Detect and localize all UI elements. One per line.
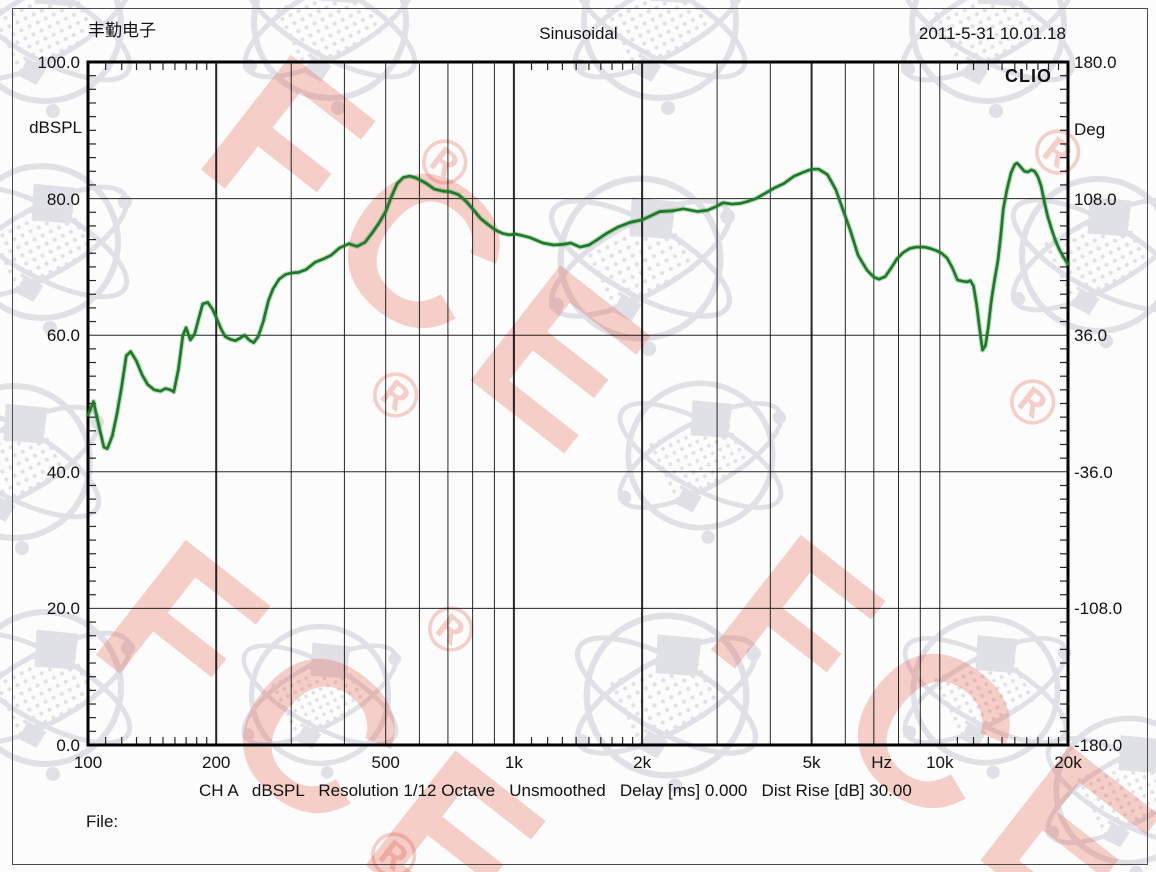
x-tick-label-20k: 20k <box>1054 753 1082 772</box>
x-tick-label-2k: 2k <box>633 753 652 772</box>
x-tick-label-5k: 5k <box>802 753 821 772</box>
company-name: 丰勤电子 <box>88 21 156 40</box>
y-left-tick-label-100.0: 100.0 <box>37 53 80 72</box>
clio-brand-label: CLIO <box>1005 66 1052 86</box>
plot-border <box>86 60 1070 747</box>
y-left-tick-label-40.0: 40.0 <box>46 462 80 482</box>
y-right-tick-label-108.0: 108.0 <box>1074 189 1117 209</box>
measurement-type-title: Sinusoidal <box>539 24 618 43</box>
y-right-tick-label-36.0: 36.0 <box>1074 326 1108 346</box>
file-label: File: <box>86 812 119 831</box>
y-right-tick-label-180.0: 180.0 <box>1074 53 1117 72</box>
spl-curve-halo <box>85 160 1071 452</box>
datetime-stamp: 2011-5-31 10.01.18 <box>918 24 1066 43</box>
x-tick-label-100: 100 <box>73 753 103 772</box>
spl-curve-main <box>86 161 1070 450</box>
y-right-tick-label--36.0: -36.0 <box>1074 462 1113 482</box>
y-right-unit-label: Deg <box>1074 120 1106 139</box>
measurement-status-line: CH A dBSPL Resolution 1/12 Octave Unsmoo… <box>199 781 912 800</box>
x-tick-label-200: 200 <box>202 753 231 772</box>
y-left-tick-label-80.0: 80.0 <box>46 189 80 209</box>
x-tick-label-500: 500 <box>371 753 400 772</box>
y-left-tick-label-0.0: 0.0 <box>56 736 80 755</box>
x-tick-label-1k: 1k <box>504 753 523 772</box>
x-axis-unit-hz: Hz <box>871 753 892 772</box>
x-tick-label-10k: 10k <box>926 753 954 772</box>
y-right-tick-label--108.0: -108.0 <box>1074 599 1123 619</box>
y-left-unit-label: dBSPL <box>29 118 82 137</box>
y-left-tick-label-60.0: 60.0 <box>46 326 80 346</box>
y-right-tick-label--180.0: -180.0 <box>1074 736 1123 755</box>
y-left-tick-label-20.0: 20.0 <box>46 599 80 619</box>
